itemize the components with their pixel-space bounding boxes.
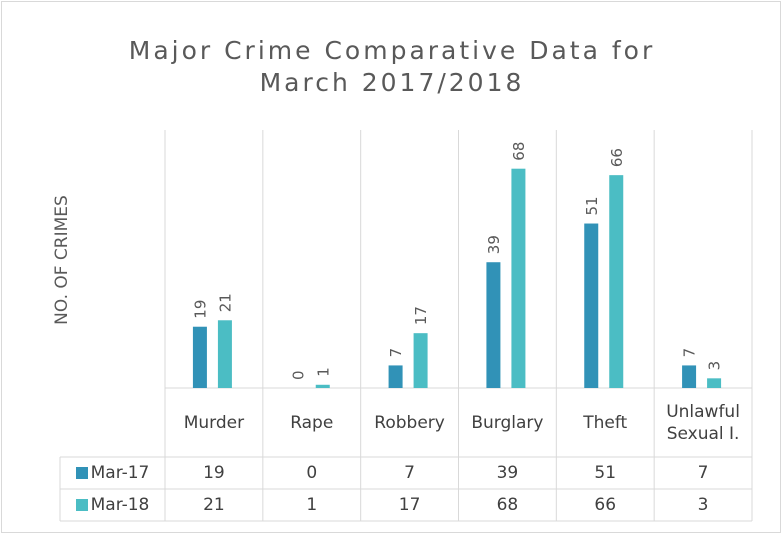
chart-title: Major Crime Comparative Data for March 20… [129, 36, 656, 97]
data-label: 21 [216, 293, 234, 312]
x-tick-label: Unlawful Sexual I. [666, 401, 740, 444]
table-value: 0 [306, 463, 318, 483]
bar [217, 320, 232, 388]
table-value: 7 [404, 463, 415, 483]
data-label: 3 [706, 361, 724, 371]
data-label: 7 [681, 348, 699, 358]
x-tick-label: Theft [583, 412, 628, 433]
legend-label: Mar-17 [90, 463, 150, 483]
table-value: 68 [496, 495, 519, 515]
bar [609, 175, 624, 388]
bar [388, 365, 403, 388]
x-tick-label: Burglary [471, 412, 544, 433]
table-value: 3 [697, 495, 709, 515]
legend-swatch [75, 467, 88, 479]
data-label: 19 [191, 300, 209, 319]
table-value: 21 [203, 495, 225, 515]
legend-label: Mar-18 [90, 495, 150, 515]
table-value: 51 [594, 463, 617, 483]
data-label: 51 [583, 196, 601, 215]
legend-swatch [75, 499, 88, 511]
x-tick-label: Robbery [374, 412, 445, 433]
bar [584, 223, 599, 388]
bar [192, 326, 207, 388]
legend-entry: Mar-18 [60, 489, 165, 521]
bar [486, 262, 501, 388]
bar [315, 384, 330, 388]
table-value: 17 [398, 495, 421, 515]
data-label: 17 [412, 306, 430, 325]
table-value: 19 [203, 463, 225, 483]
data-label: 7 [387, 348, 405, 358]
table-value: 7 [697, 463, 709, 483]
x-tick-label: Murder [183, 412, 245, 433]
bar [413, 333, 428, 388]
table-value: 39 [496, 463, 519, 483]
x-tick-label: Rape [290, 412, 334, 433]
data-label: 66 [608, 148, 626, 167]
table-value: 1 [306, 495, 318, 515]
table-value: 66 [594, 495, 617, 515]
legend-entry: Mar-17 [60, 457, 165, 489]
y-axis-label: NO. OF CRIMES [52, 195, 72, 325]
bar [707, 378, 722, 388]
data-label: 0 [289, 370, 307, 380]
bar [511, 168, 526, 388]
data-label: 1 [314, 367, 332, 377]
data-label: 68 [510, 142, 528, 161]
bar [682, 365, 697, 388]
data-label: 39 [485, 235, 503, 254]
